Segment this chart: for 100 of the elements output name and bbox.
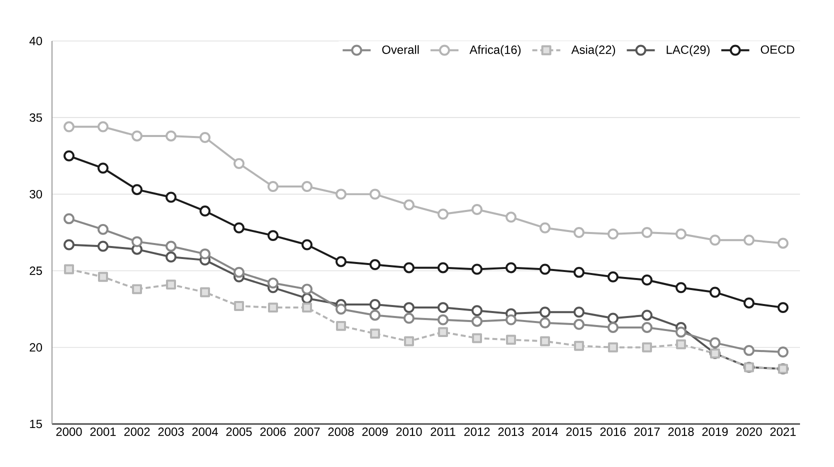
point: [608, 342, 618, 352]
point: [268, 181, 278, 192]
x-tick-label: 2018: [668, 428, 694, 436]
point: [472, 316, 482, 327]
y-tick-label: 30: [30, 190, 42, 198]
point: [506, 212, 516, 223]
point: [438, 262, 448, 274]
point: [506, 314, 516, 326]
x-tick-label: 2017: [634, 428, 660, 436]
point: [166, 192, 176, 203]
point: [472, 204, 482, 215]
x-tick-label: 2005: [226, 428, 252, 436]
point: [710, 286, 720, 298]
x-tick-label: 2015: [566, 428, 592, 436]
point: [404, 199, 414, 210]
point: [98, 162, 108, 174]
point: [302, 181, 312, 192]
point: [98, 224, 108, 235]
point: [574, 227, 584, 238]
x-tick-label: 2008: [328, 428, 354, 436]
point: [608, 322, 618, 333]
point: [98, 272, 108, 282]
x-tick-label: 2014: [532, 428, 558, 436]
point: [608, 312, 618, 324]
point: [438, 302, 448, 314]
point: [574, 340, 584, 351]
point: [64, 121, 74, 132]
point: [744, 234, 754, 246]
x-tick-label: 2012: [464, 428, 490, 436]
x-tick-label: 2007: [294, 428, 320, 436]
point: [234, 158, 244, 170]
point: [608, 228, 618, 240]
point: [234, 222, 244, 234]
x-tick-label: 2019: [702, 428, 728, 436]
point: [710, 234, 720, 246]
y-tick-label: 40: [29, 36, 42, 46]
point: [336, 188, 346, 200]
point: [778, 302, 788, 314]
point: [744, 297, 754, 308]
point: [166, 280, 176, 290]
x-tick-label: 2016: [600, 428, 626, 436]
point: [540, 336, 550, 346]
x-tick-label: 2003: [158, 428, 184, 436]
point: [370, 188, 380, 200]
point: [370, 310, 380, 321]
point: [404, 312, 414, 324]
point: [336, 256, 346, 268]
point: [608, 271, 618, 282]
point: [370, 328, 380, 339]
point: [540, 264, 550, 275]
point: [540, 306, 550, 318]
point: [234, 266, 244, 278]
x-tick-label: 2009: [362, 428, 388, 436]
point: [64, 264, 74, 274]
y-tick-label: 35: [30, 113, 42, 122]
point: [166, 130, 176, 142]
legend-label: Asia(22): [571, 45, 616, 56]
point: [574, 318, 584, 330]
point: [336, 304, 346, 315]
point: [642, 310, 652, 321]
x-tick-label: 2004: [192, 428, 218, 436]
x-tick-label: 2001: [90, 428, 116, 436]
point: [166, 240, 176, 252]
point: [744, 344, 754, 356]
point: [200, 132, 210, 143]
legend-label: LAC(29): [666, 45, 710, 56]
point: [676, 228, 686, 240]
y-tick-label: 25: [30, 266, 42, 276]
point: [574, 306, 584, 318]
point: [268, 302, 278, 313]
point: [404, 262, 414, 274]
x-tick-label: 2020: [736, 428, 762, 436]
x-tick-label: 2002: [124, 428, 150, 436]
point: [166, 252, 176, 262]
point: [778, 346, 788, 358]
point: [642, 227, 652, 238]
point: [676, 326, 686, 338]
point: [506, 334, 516, 345]
point: [302, 239, 312, 250]
legend-label: OECD: [760, 45, 794, 54]
point: [472, 264, 482, 275]
x-tick-label: 2010: [396, 428, 422, 436]
y-tick-label: 20: [30, 343, 42, 352]
point: [200, 206, 210, 217]
point: [472, 333, 482, 344]
x-tick-label: 2013: [498, 428, 524, 436]
point: [574, 266, 584, 278]
legend-label: Overall: [382, 45, 419, 54]
point: [98, 121, 108, 132]
point: [98, 240, 108, 252]
point: [404, 302, 414, 314]
point: [438, 208, 448, 220]
point: [302, 284, 312, 295]
point: [438, 327, 448, 338]
y-tick-label: 15: [30, 420, 42, 428]
point: [642, 274, 652, 286]
point: [540, 317, 550, 328]
point: [132, 130, 142, 142]
point: [404, 336, 414, 346]
point: [64, 213, 74, 224]
